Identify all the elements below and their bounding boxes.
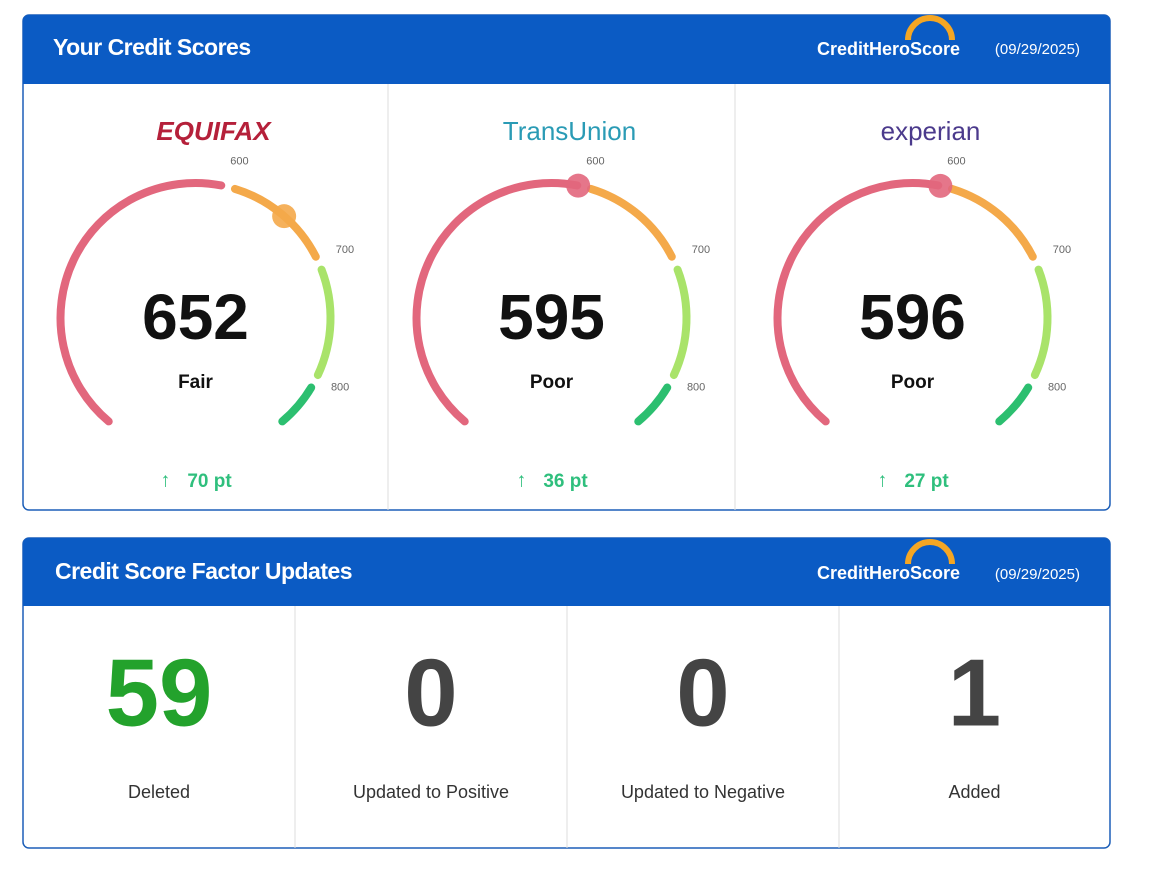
brand-icon: [905, 15, 955, 41]
gauge-marker: [928, 173, 953, 198]
gauge-tick-label: 800: [1048, 382, 1066, 394]
gauge-marker: [272, 204, 297, 229]
gauge-segment: [278, 383, 316, 426]
gauge-segment: [313, 265, 335, 380]
gauge-segment: [773, 179, 943, 426]
brand: CreditHeroScore: [817, 39, 960, 59]
gauge-segment: [634, 383, 672, 426]
rating: Fair: [178, 372, 213, 393]
gauge-tick-label: 600: [230, 156, 248, 168]
factors-header: [23, 538, 1110, 606]
card-title: Credit Score Factor Updates: [55, 558, 352, 584]
score: 596: [859, 281, 966, 353]
scores-card: [22, 14, 1111, 511]
gauge-tick-label: 700: [1053, 244, 1071, 256]
gauge-segment: [412, 179, 582, 426]
factor-count: 59: [106, 639, 213, 746]
gauge-tick-label: 600: [947, 156, 965, 168]
date: (09/29/2025): [995, 41, 1080, 58]
gauge-segment: [1030, 265, 1052, 380]
gauge-tick-label: 800: [331, 382, 349, 394]
gauge-segment: [669, 265, 691, 380]
brand: CreditHeroScore: [817, 563, 960, 583]
date: (09/29/2025): [995, 566, 1080, 583]
rating: Poor: [530, 372, 574, 393]
score-change: 27 pt: [904, 471, 949, 492]
bureau-logo: experian: [881, 116, 981, 146]
factor-label: Updated to Negative: [621, 782, 785, 802]
factor-label: Deleted: [128, 782, 190, 802]
factor-count: 0: [404, 639, 457, 746]
gauge-tick-label: 600: [586, 156, 604, 168]
factor-count: 0: [676, 639, 729, 746]
scores-header: [23, 15, 1110, 84]
bureau-logo: TransUnion: [503, 116, 636, 146]
gauge-tick-label: 700: [336, 244, 354, 256]
gauge-segment: [947, 184, 1037, 261]
gauge-tick-label: 800: [687, 382, 705, 394]
rating: Poor: [891, 372, 935, 393]
score-change: 70 pt: [187, 471, 232, 492]
factor-count: 1: [948, 639, 1001, 746]
gauge-segment: [995, 383, 1033, 426]
gauge-segment: [56, 179, 226, 426]
arrow: ↑: [161, 469, 171, 491]
bureau-logo: EQUIFAX: [156, 116, 272, 146]
gauge-marker: [566, 173, 591, 198]
score: 652: [142, 281, 249, 353]
factor-label: Updated to Positive: [353, 782, 509, 802]
brand-icon: [905, 539, 955, 565]
arrow: ↑: [878, 469, 888, 491]
card-title: Your Credit Scores: [53, 34, 251, 60]
gauge-tick-label: 700: [692, 244, 710, 256]
factor-label: Added: [948, 782, 1000, 802]
arrow: ↑: [517, 469, 527, 491]
score-change: 36 pt: [543, 471, 588, 492]
score: 595: [498, 281, 605, 353]
gauge-segment: [586, 184, 676, 261]
